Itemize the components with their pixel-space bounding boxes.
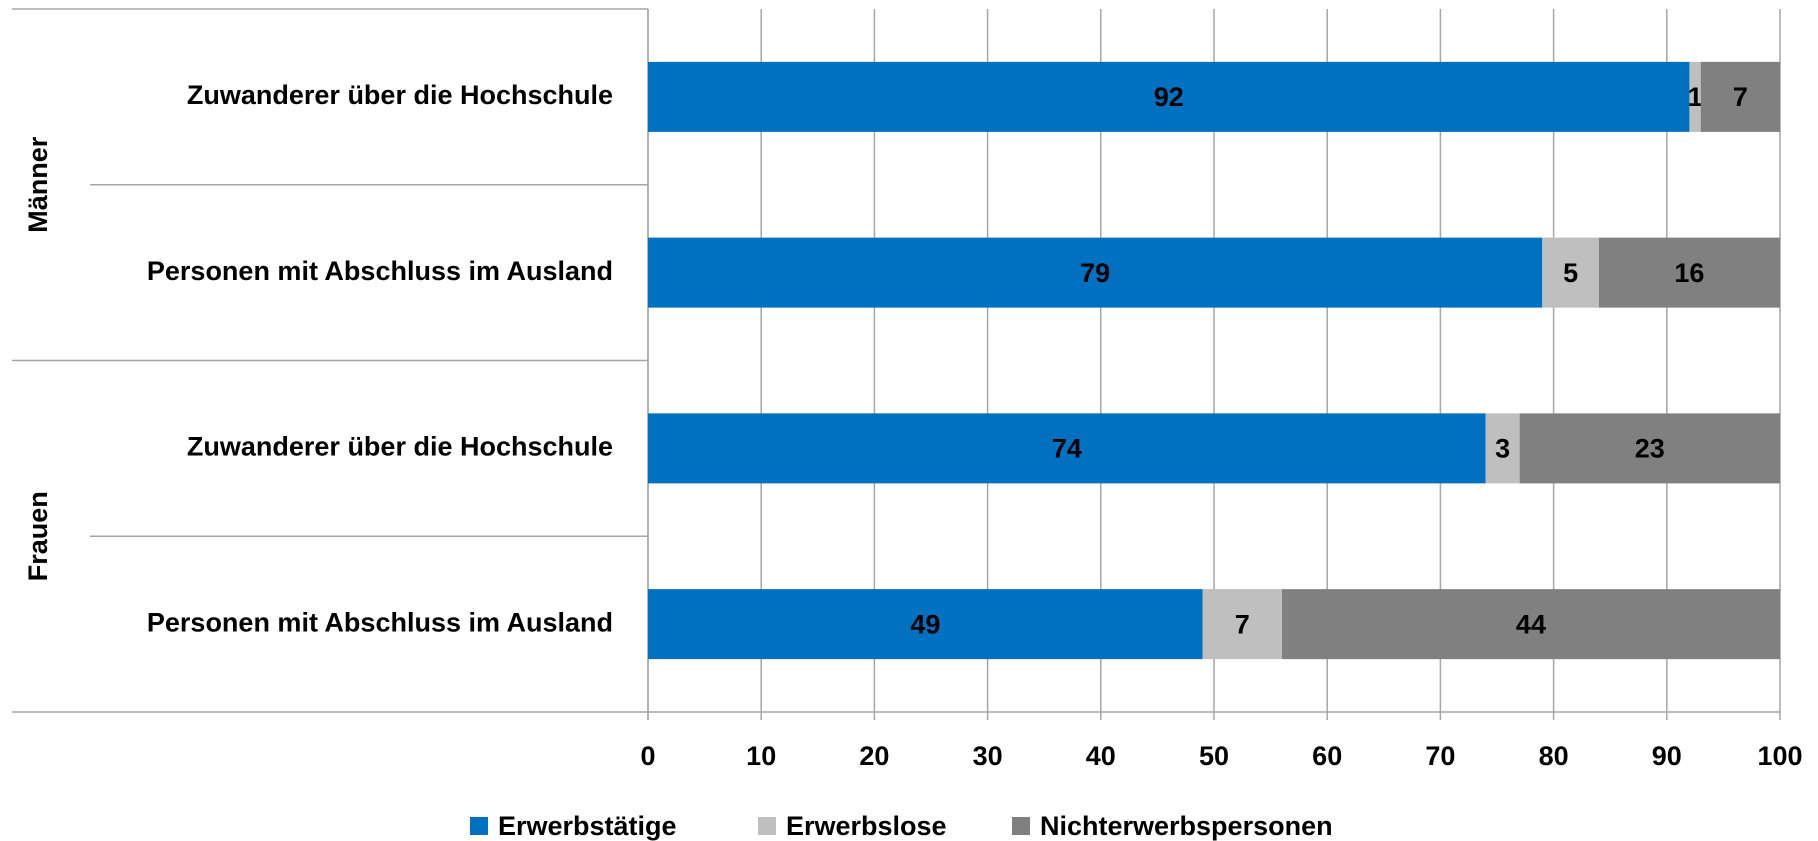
group-label: Frauen <box>23 491 53 581</box>
group-label: Männer <box>23 136 53 233</box>
category-label: Zuwanderer über die Hochschule <box>187 80 613 110</box>
legend-swatch <box>758 817 776 835</box>
x-tick-label: 40 <box>1086 741 1116 771</box>
x-tick-label: 0 <box>640 741 655 771</box>
data-label: 16 <box>1674 258 1704 288</box>
bar-segment <box>1542 237 1599 308</box>
bar-segment <box>1700 61 1780 132</box>
data-label: 79 <box>1080 258 1110 288</box>
x-tick-label: 80 <box>1539 741 1569 771</box>
bar-segment <box>648 413 1486 484</box>
data-label: 44 <box>1516 609 1546 639</box>
x-tick-label: 50 <box>1199 741 1229 771</box>
x-tick-label: 10 <box>746 741 776 771</box>
legend-label: Erwerbslose <box>786 811 947 841</box>
x-tick-label: 100 <box>1757 741 1802 771</box>
x-tick-label: 20 <box>859 741 889 771</box>
data-label: 1 <box>1688 82 1703 112</box>
x-tick-label: 90 <box>1652 741 1682 771</box>
category-label: Zuwanderer über die Hochschule <box>187 432 613 462</box>
x-tick-label: 70 <box>1425 741 1455 771</box>
bar-segment <box>648 589 1203 660</box>
legend-label: Erwerbstätige <box>498 811 677 841</box>
category-label: Personen mit Abschluss im Ausland <box>147 256 613 286</box>
bar-segment <box>1202 589 1282 660</box>
data-label: 23 <box>1635 434 1665 464</box>
x-tick-label: 30 <box>973 741 1003 771</box>
bar-segment <box>648 237 1543 308</box>
bar-segment <box>648 61 1690 132</box>
data-label: 3 <box>1495 434 1510 464</box>
data-label: 7 <box>1733 82 1748 112</box>
bar-segment <box>1485 413 1520 484</box>
bar-segment <box>1519 413 1780 484</box>
legend-label: Nichterwerbspersonen <box>1040 811 1333 841</box>
legend-swatch <box>1012 817 1030 835</box>
bar-segment <box>1689 61 1701 132</box>
category-label: Personen mit Abschluss im Ausland <box>147 607 613 637</box>
x-tick-label: 60 <box>1312 741 1342 771</box>
data-label: 74 <box>1052 434 1082 464</box>
bar-segment <box>1598 237 1780 308</box>
data-label: 7 <box>1235 609 1250 639</box>
data-label: 5 <box>1563 258 1578 288</box>
data-label: 49 <box>910 609 940 639</box>
data-label: 92 <box>1154 82 1184 112</box>
bar-segment <box>1281 589 1780 660</box>
legend-swatch <box>470 817 488 835</box>
